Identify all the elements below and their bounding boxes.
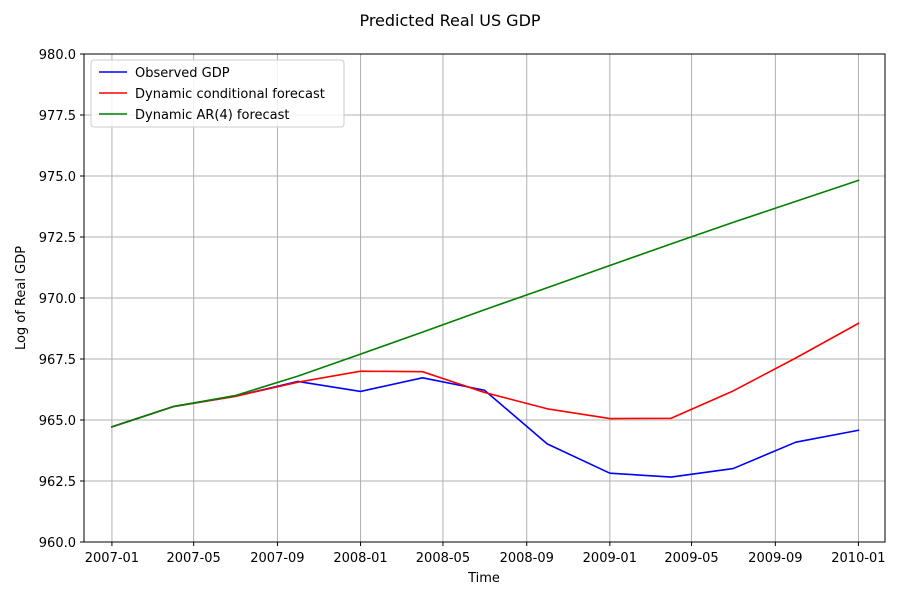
series-line-2 bbox=[110, 179, 860, 428]
y-tick-label: 972.5 bbox=[39, 231, 76, 246]
y-tick-label: 977.5 bbox=[39, 109, 76, 124]
y-axis-label: Log of Real GDP bbox=[14, 246, 29, 350]
x-tick-label: 2010-01 bbox=[831, 551, 885, 566]
y-tick-label: 962.5 bbox=[39, 475, 76, 490]
y-tick-label: 980.0 bbox=[39, 48, 76, 63]
x-tick-label: 2009-05 bbox=[664, 551, 718, 566]
legend-label-2: Dynamic AR(4) forecast bbox=[135, 108, 290, 123]
x-tick-label: 2008-05 bbox=[416, 551, 470, 566]
tick-layer: 2007-01 2007-05 2007-09 2008-01 2008-05 2008-… bbox=[39, 48, 886, 566]
y-tick-label: 975.0 bbox=[39, 170, 76, 185]
series-layer bbox=[110, 179, 860, 478]
y-tick-label: 960.0 bbox=[39, 536, 76, 551]
x-tick-label: 2008-09 bbox=[500, 551, 554, 566]
legend-label-0: Observed GDP bbox=[135, 66, 230, 81]
legend: Observed GDP Dynamic conditional forecast… bbox=[90, 59, 345, 128]
legend-label-1: Dynamic conditional forecast bbox=[135, 87, 325, 102]
y-tick-label: 970.0 bbox=[39, 292, 76, 307]
y-tick-label: 965.0 bbox=[39, 414, 76, 429]
x-tick-label: 2009-01 bbox=[583, 551, 637, 566]
x-tick-label: 2008-01 bbox=[333, 551, 387, 566]
series-line-1 bbox=[110, 322, 860, 428]
x-tick-label: 2007-09 bbox=[250, 551, 304, 566]
x-tick-label: 2007-01 bbox=[85, 551, 139, 566]
chart-title: Predicted Real US GDP bbox=[359, 11, 540, 30]
x-axis-label: Time bbox=[467, 571, 500, 586]
x-tick-label: 2007-05 bbox=[166, 551, 220, 566]
y-tick-label: 967.5 bbox=[39, 353, 76, 368]
x-tick-label: 2009-09 bbox=[748, 551, 802, 566]
legend-box bbox=[90, 59, 345, 128]
